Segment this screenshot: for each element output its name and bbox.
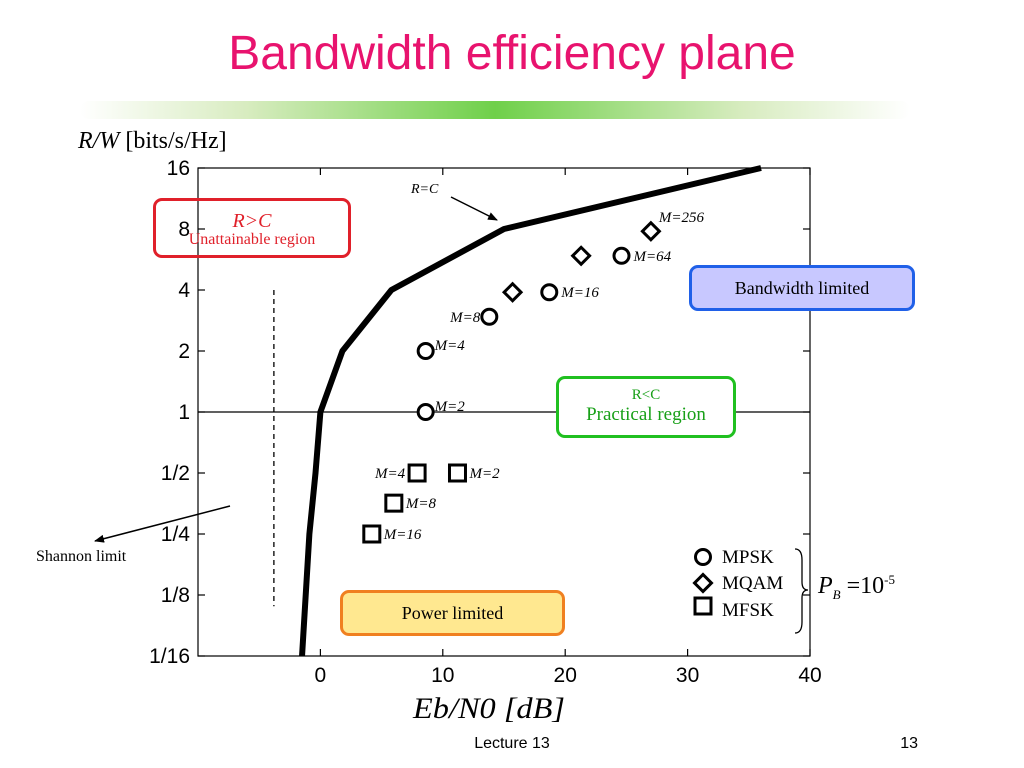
legend-label-mpsk: MPSK: [722, 547, 774, 568]
y-tick-label: 4: [178, 279, 190, 302]
mfsk-marker: [447, 463, 467, 483]
y-tick-label: 1/8: [161, 584, 190, 607]
mfsk-marker: [407, 463, 427, 483]
data-point-label: M=8: [449, 310, 481, 326]
data-point-label: M=2: [434, 399, 466, 415]
y-axis-label-units: [bits/s/Hz]: [119, 128, 227, 154]
mqam-marker: [501, 281, 524, 303]
legend-diamond-icon: [692, 572, 714, 594]
data-point-label: M=16: [560, 285, 599, 301]
y-tick-label: 1/16: [149, 645, 190, 668]
data-point-label: M=2: [468, 466, 500, 482]
rc-arrow: [450, 196, 498, 221]
y-tick-label: 8: [178, 218, 190, 241]
mqam-marker: [640, 220, 662, 242]
title-underline-decoration: [80, 101, 910, 119]
mpsk-marker: [540, 283, 559, 302]
mfsk-marker: [384, 493, 404, 513]
mpsk-marker: [416, 342, 435, 360]
legend-item-mqam: MQAM: [690, 572, 800, 596]
pb-symbol: P: [818, 573, 833, 599]
bandwidth-limited-box: Bandwidth limited: [689, 265, 915, 311]
x-tick-label: 10: [431, 664, 454, 687]
x-axis-label: Eb/N0 [dB]: [412, 692, 565, 725]
y-axis-label-italic: R/W: [78, 128, 120, 154]
practical-region-title: R<C: [631, 387, 661, 403]
shannon-limit-label: Shannon limit: [36, 548, 127, 565]
footer-page-number: 13: [900, 735, 918, 752]
legend-brace: [794, 548, 809, 634]
y-tick-label: 1: [178, 401, 190, 424]
pb-formula: PB =10-5: [818, 572, 895, 603]
rc-label: R=C: [410, 182, 439, 197]
mpsk-marker: [480, 307, 499, 326]
x-axis-ticks: 0 10 20 30 40: [315, 168, 822, 687]
y-tick-label: 16: [167, 157, 190, 180]
data-point-label: M=8: [405, 496, 437, 512]
data-point-label: M=4: [374, 466, 406, 482]
practical-region-label: Practical region: [586, 404, 706, 425]
y-tick-label: 1/4: [161, 523, 191, 546]
data-point-label: M=16: [383, 527, 422, 543]
x-tick-label: 40: [798, 664, 821, 687]
legend-square-icon: [693, 596, 713, 616]
data-point-label: M=64: [633, 249, 672, 265]
pb-value: =10: [840, 573, 885, 599]
x-tick-label: 20: [554, 664, 577, 687]
data-point-label: M=256: [658, 210, 705, 226]
shannon-arrow: [94, 505, 231, 543]
data-markers: M=2 M=4 M=8 M=16 M=64 M=256 M=2 M=4 M=8 M=16: [362, 210, 705, 544]
legend-item-mpsk: MPSK: [690, 546, 800, 570]
y-axis-label: R/W [bits/s/Hz]: [78, 128, 227, 155]
data-point-label: M=4: [434, 338, 466, 354]
y-axis-ticks: 1/16 1/8 1/4 1/2 1 2 4 8 16: [149, 157, 810, 668]
legend-markers: [692, 548, 714, 616]
mqam-marker: [570, 245, 592, 267]
pb-exponent: -5: [884, 572, 896, 587]
legend-item-mfsk: MFSK: [690, 599, 800, 623]
x-tick-label: 30: [676, 664, 699, 687]
mpsk-marker: [612, 246, 631, 265]
slide-title: Bandwidth efficiency plane: [228, 27, 796, 80]
practical-region-box: R<C Practical region: [556, 376, 736, 438]
pb-subscript: B: [832, 586, 841, 602]
mfsk-marker: [362, 524, 382, 544]
footer-lecture: Lecture 13: [474, 735, 550, 752]
capacity-curve: [299, 165, 762, 657]
legend-label-mqam: MQAM: [722, 573, 784, 594]
unattainable-region-label: Unattainable region: [188, 231, 316, 248]
y-tick-label: 2: [178, 340, 190, 363]
power-limited-box: Power limited: [340, 590, 565, 636]
legend-circle-icon: [694, 548, 712, 566]
y-tick-label: 1/2: [161, 462, 190, 485]
legend-label-mfsk: MFSK: [722, 600, 774, 621]
x-tick-label: 0: [315, 664, 327, 687]
unattainable-region-title: R>C: [232, 210, 272, 232]
unattainable-region-box: R>C Unattainable region: [153, 198, 351, 258]
mpsk-marker: [416, 403, 435, 421]
